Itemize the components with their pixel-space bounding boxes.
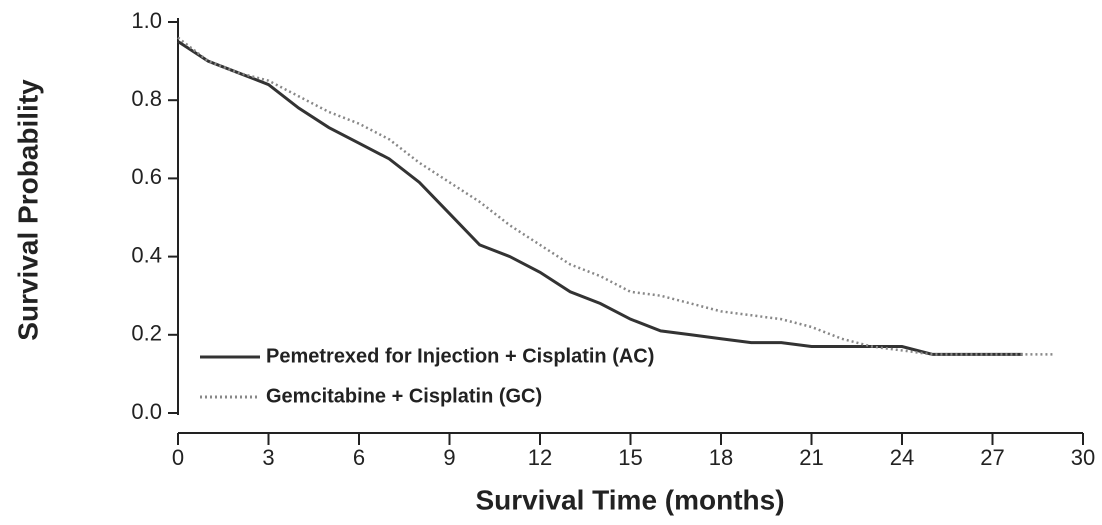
- y-tick-label: 1.0: [131, 8, 162, 33]
- x-tick-label: 18: [709, 445, 733, 470]
- x-tick-label: 0: [172, 445, 184, 470]
- x-axis-label: Survival Time (months): [475, 484, 784, 515]
- x-tick-label: 9: [443, 445, 455, 470]
- x-tick-label: 24: [890, 445, 914, 470]
- y-tick-label: 0.6: [131, 164, 162, 189]
- y-tick-label: 0.0: [131, 399, 162, 424]
- x-tick-label: 12: [528, 445, 552, 470]
- y-tick-label: 0.8: [131, 86, 162, 111]
- x-tick-label: 21: [799, 445, 823, 470]
- y-axis-label: Survival Probability: [12, 79, 43, 341]
- x-tick-label: 30: [1071, 445, 1095, 470]
- x-tick-label: 3: [262, 445, 274, 470]
- x-tick-label: 15: [618, 445, 642, 470]
- series-line: [177, 36, 1053, 356]
- series-line: [177, 40, 1023, 356]
- y-tick-label: 0.2: [131, 321, 162, 346]
- y-tick-label: 0.4: [131, 242, 162, 267]
- x-tick-label: 27: [980, 445, 1004, 470]
- legend-label: Pemetrexed for Injection + Cisplatin (AC…: [266, 345, 654, 367]
- x-tick-label: 6: [353, 445, 365, 470]
- legend-label: Gemcitabine + Cisplatin (GC): [266, 385, 542, 407]
